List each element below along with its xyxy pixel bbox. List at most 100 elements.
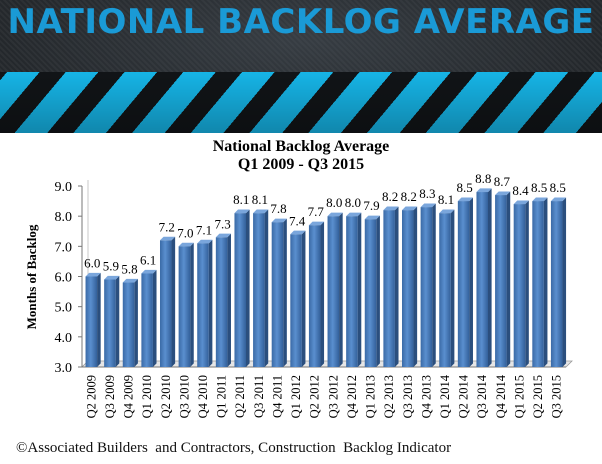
bar-top: [290, 230, 306, 235]
bar: [178, 246, 191, 367]
y-tick-label: 7.0: [55, 240, 73, 255]
data-label: 8.5: [456, 180, 472, 195]
bars-group: [85, 188, 567, 367]
x-tick-label: Q3 2012: [326, 375, 340, 418]
x-tick-label: Q2 2015: [531, 375, 545, 418]
bar-side: [543, 197, 548, 367]
bar-top: [141, 269, 157, 274]
bar-top: [197, 239, 213, 244]
data-label: 8.7: [494, 174, 511, 189]
bar-side: [134, 278, 138, 367]
data-label: 7.0: [177, 225, 193, 240]
bar: [495, 195, 507, 367]
bar-side: [525, 200, 529, 367]
bar: [439, 213, 451, 367]
bar-top: [457, 197, 473, 202]
bar: [290, 234, 302, 367]
data-label: 7.1: [196, 222, 212, 237]
x-tick-label: Q1 2015: [512, 375, 526, 418]
data-label: 8.5: [550, 180, 566, 195]
bar-side: [152, 269, 157, 367]
hazard-stripes: [0, 72, 602, 133]
bar: [271, 222, 284, 367]
bar-top: [420, 203, 436, 208]
x-tick-label: Q1 2014: [438, 374, 452, 418]
bar: [104, 279, 116, 367]
bar-side: [190, 242, 194, 367]
data-label: 7.2: [159, 219, 175, 234]
bar-top: [215, 233, 231, 238]
bar-top: [234, 209, 250, 214]
bar-top: [346, 212, 362, 217]
x-tick-label: Q3 2014: [475, 374, 489, 418]
bar-top: [85, 272, 101, 277]
x-tick-label: Q4 2012: [345, 375, 359, 418]
bar-side: [357, 212, 362, 367]
x-tick-label: Q2 2013: [382, 375, 396, 418]
x-tick-labels-group: Q2 2009 Q3 2009 Q4 2009 Q1 2010 Q2 2010 Q3 20…: [84, 374, 563, 418]
data-label: 7.7: [308, 204, 325, 219]
bar: [141, 273, 153, 367]
bar-side: [376, 215, 380, 367]
bar-top: [550, 197, 567, 202]
bar-side: [283, 218, 287, 367]
x-tick-label: Q3 2015: [550, 375, 564, 418]
bar-top: [364, 215, 380, 220]
bar: [346, 216, 358, 367]
footer-credit: ©Associated Builders and Contractors, Co…: [16, 440, 452, 456]
bar: [308, 225, 321, 367]
y-tick-label: 3.0: [55, 361, 73, 376]
bar-side: [488, 188, 492, 367]
bar-top: [104, 275, 120, 280]
bar-side: [413, 206, 418, 367]
bar-top: [327, 212, 343, 217]
bar-side: [562, 197, 567, 367]
bar-side: [227, 233, 231, 367]
x-tick-label: Q1 2011: [215, 375, 229, 418]
bar-top: [159, 236, 176, 241]
data-label: 6.0: [84, 256, 100, 271]
bar-top: [513, 200, 529, 205]
data-label: 8.4: [512, 183, 529, 198]
x-tick-label: Q2 2014: [457, 374, 471, 418]
bar-side: [97, 272, 101, 367]
bar: [420, 207, 433, 367]
x-tick-label: Q1 2012: [289, 375, 303, 418]
bar-side: [506, 191, 511, 367]
y-tick-label: 4.0: [55, 331, 73, 346]
stripes-shade: [0, 72, 602, 133]
bar-side: [246, 209, 250, 367]
value-labels-group: 6.0 5.9 5.86.17.2 7.0 7.1 7.38.1 8.17.87.47.78…: [84, 171, 566, 276]
bar: [122, 282, 135, 367]
bar-side: [208, 239, 213, 367]
header-banner: NATIONAL BACKLOG AVERAGE: [0, 0, 602, 133]
bar-top: [476, 188, 492, 193]
bar-side: [339, 212, 343, 367]
y-tick-label: 9.0: [55, 180, 73, 195]
bar-side: [264, 209, 269, 367]
bar-top: [495, 191, 511, 196]
x-tick-label: Q2 2010: [159, 375, 173, 418]
bar-top: [439, 209, 455, 214]
data-label: 8.1: [233, 192, 249, 207]
bar-top: [253, 209, 269, 214]
data-label: 5.9: [103, 259, 119, 274]
x-tick-label: Q4 2010: [196, 375, 210, 418]
bar-side: [432, 203, 436, 367]
bar: [476, 192, 489, 367]
bar: [85, 276, 98, 367]
x-tick-label: Q1 2010: [140, 375, 154, 418]
x-tick-label: Q4 2013: [419, 375, 433, 418]
y-tick-labels-group: 3.0 4.0 5.0 6.0 7.0 8.0 9.0: [55, 180, 82, 376]
bar: [253, 213, 265, 367]
bar: [159, 240, 172, 367]
bar: [550, 201, 563, 367]
bar-top: [383, 206, 399, 211]
bar-side: [450, 209, 455, 367]
bar-top: [122, 278, 138, 283]
bar-side: [320, 221, 325, 367]
chart-subtitle: Q1 2009 - Q3 2015: [237, 156, 365, 173]
banner-title: NATIONAL BACKLOG AVERAGE: [7, 2, 595, 42]
x-tick-label: Q1 2013: [364, 375, 378, 418]
data-label: 8.0: [345, 195, 361, 210]
